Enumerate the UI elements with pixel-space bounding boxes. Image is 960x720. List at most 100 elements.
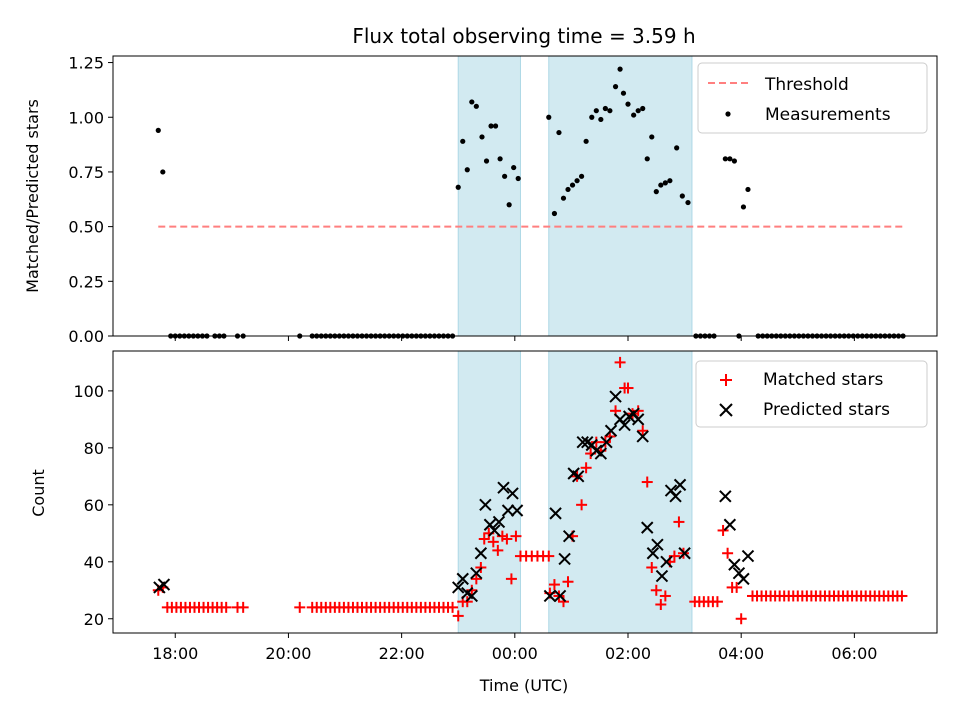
- legend-predicted-swatch: [719, 403, 733, 417]
- measurement-point: [653, 189, 659, 195]
- measurement-point: [589, 114, 595, 120]
- matched-star-point: [659, 590, 671, 602]
- predicted-star-point: [492, 515, 506, 529]
- measurement-point: [502, 173, 508, 179]
- predicted-star-point: [562, 529, 576, 543]
- top-x-ticks: [174, 336, 855, 341]
- matched-star-point: [668, 550, 680, 562]
- measurement-point: [497, 156, 503, 162]
- measurement-point: [740, 204, 747, 210]
- matched-star-point: [650, 584, 662, 596]
- predicted-star-point: [497, 481, 510, 494]
- top-legend-frame: [697, 62, 928, 134]
- bottom-y-tick-label: 40: [84, 553, 104, 572]
- measurement-point: [556, 129, 562, 136]
- predicted-star-point: [501, 504, 515, 517]
- measurement-point: [635, 108, 641, 114]
- bottom-shaded-interval: [548, 350, 693, 634]
- predicted-star-point: [660, 555, 673, 568]
- matched-star-point: [237, 601, 249, 613]
- matched-star-point: [562, 576, 574, 588]
- matched-star-point: [632, 405, 644, 417]
- bottom-legend: Matched stars Predicted stars: [695, 360, 928, 428]
- measurement-point: [578, 173, 585, 179]
- bottom-axes-frame: [112, 350, 938, 634]
- matched-star-point: [543, 550, 555, 562]
- predicted-star-point: [651, 538, 664, 551]
- predicted-star-point: [741, 549, 755, 563]
- predicted-star-point: [549, 507, 562, 520]
- top-y-tick-label: 1.00: [68, 108, 104, 127]
- predicted-star-point: [456, 572, 469, 586]
- measurement-point: [464, 167, 470, 173]
- measurement-point: [479, 134, 485, 140]
- measurement-point: [593, 108, 599, 114]
- predicted-star-point: [571, 470, 585, 483]
- top-y-tick-label: 0.75: [68, 163, 104, 182]
- predicted-star-point: [465, 589, 479, 603]
- bottom-legend-frame: [695, 360, 928, 428]
- matched-star-point: [580, 462, 592, 474]
- measurement-point: [551, 210, 558, 217]
- measurement-point: [617, 66, 623, 72]
- matched-star-point: [466, 584, 478, 596]
- measurement-point: [631, 112, 637, 118]
- measurement-point: [722, 156, 728, 162]
- measurement-point: [598, 116, 604, 123]
- top-axes-frame: [112, 55, 938, 337]
- measurement-point: [625, 101, 631, 107]
- predicted-star-point: [600, 435, 613, 449]
- measurement-point: [565, 186, 571, 193]
- predicted-star-point: [479, 498, 492, 512]
- matched-star-point: [505, 573, 517, 585]
- measurement-point: [658, 182, 664, 188]
- matched-star-point: [655, 599, 667, 611]
- matched-star-point: [731, 581, 743, 593]
- predicted-star-point: [737, 572, 750, 586]
- measurement-point: [160, 169, 166, 175]
- matched-star-point: [294, 601, 306, 613]
- bottom-y-ticks: 20 40 60 80 100: [73, 382, 113, 629]
- measurement-point: [602, 105, 608, 112]
- top-y-tick-label: 1.25: [68, 54, 104, 73]
- top-y-tick-label: 0.50: [68, 218, 104, 237]
- measurement-point: [727, 156, 733, 162]
- x-tick-label: 20:00: [265, 644, 311, 663]
- measurement-point: [511, 164, 517, 171]
- predicted-star-point: [678, 547, 691, 560]
- top-legend: Threshold Measurements: [697, 62, 928, 134]
- measurement-point: [560, 195, 567, 201]
- measurement-point: [515, 175, 521, 182]
- x-tick-label: 06:00: [831, 644, 877, 663]
- matched-star-point: [614, 356, 626, 368]
- measurement-point: [667, 178, 673, 184]
- predicted-star-point: [636, 430, 649, 443]
- bottom-panel: 20 40 60 80 100 18:00 20:00 22:00 00:00 02:00 04:…: [29, 350, 938, 695]
- measurement-point: [546, 114, 552, 120]
- measurement-point: [644, 156, 650, 162]
- predicted-star-point: [510, 504, 524, 517]
- measurement-point: [569, 182, 576, 188]
- x-tick-label: 22:00: [379, 644, 425, 663]
- bottom-y-tick-label: 100: [73, 382, 104, 401]
- measurement-point: [492, 123, 499, 129]
- matched-star-point: [220, 601, 232, 613]
- measurement-point: [612, 84, 619, 90]
- measurement-point: [469, 99, 475, 105]
- x-tick-label: 02:00: [605, 644, 651, 663]
- measurement-point: [583, 138, 589, 144]
- matched-star-point: [548, 579, 560, 591]
- bottom-y-tick-label: 20: [84, 610, 104, 629]
- matched-star-point: [735, 613, 747, 625]
- measurement-point: [662, 180, 668, 186]
- predicted-star-point: [488, 524, 501, 537]
- matched-star-point: [576, 499, 588, 511]
- measurement-point: [745, 186, 751, 193]
- matched-star-point: [622, 382, 634, 394]
- measurement-point: [488, 123, 494, 129]
- predicted-star-point: [576, 435, 589, 449]
- legend-matched-swatch: [720, 374, 732, 386]
- top-shaded-interval: [548, 55, 693, 337]
- top-panel: 0.00 0.25 0.50 0.75 1.00 1.25 Matched/Predict…: [23, 54, 938, 346]
